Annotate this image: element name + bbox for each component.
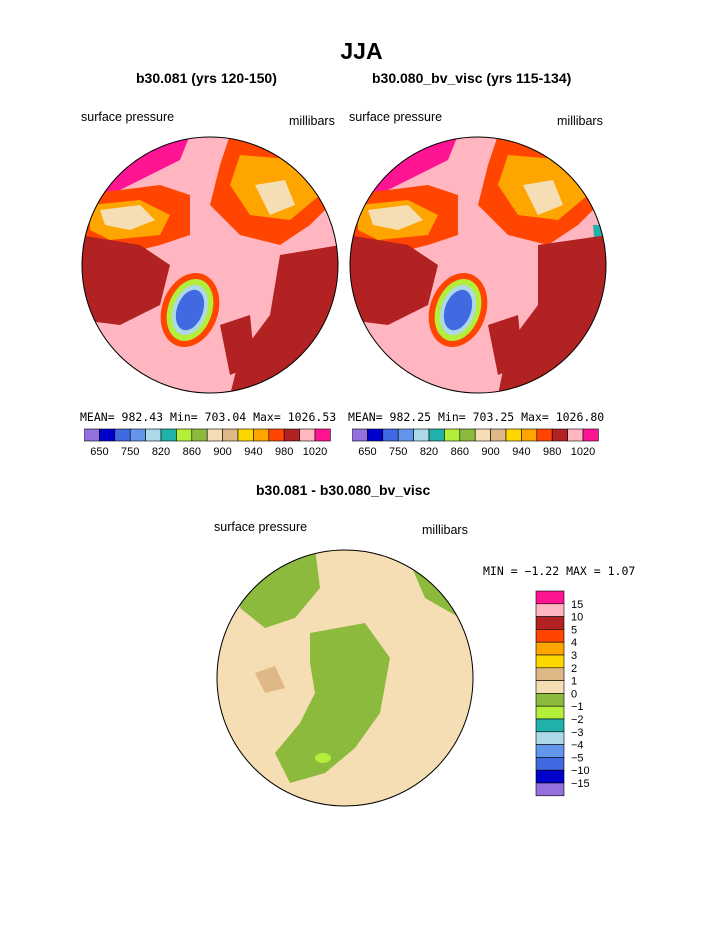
diff-units-label: millibars	[422, 523, 468, 537]
panel-1-units-label: millibars	[289, 114, 335, 128]
colorbar-tick-label: 860	[183, 446, 201, 458]
panel-2-colorbar: 650 750 820 860 900 940 980 1020	[352, 428, 599, 458]
colorbar-tick-label: 820	[152, 446, 170, 458]
colorbar-tick-label: 5	[571, 624, 577, 636]
colorbar-tick-label: −1	[571, 701, 584, 713]
colorbar-tick-label: −5	[571, 752, 584, 764]
colorbar-swatch	[536, 428, 553, 442]
colorbar-tick-label: 900	[213, 446, 231, 458]
colorbar-swatch	[535, 693, 565, 707]
colorbar-swatch	[84, 428, 100, 442]
colorbar-swatch	[490, 428, 507, 442]
colorbar-swatch	[444, 428, 461, 442]
colorbar-swatch	[367, 428, 384, 442]
colorbar-swatch	[206, 428, 223, 442]
colorbar-swatch	[535, 757, 565, 771]
colorbar-tick-label: 980	[543, 446, 561, 458]
colorbar-swatch	[129, 428, 146, 442]
panel-2-units-label: millibars	[557, 114, 603, 128]
colorbar-swatch	[397, 428, 414, 442]
colorbar-swatch	[521, 428, 538, 442]
colorbar-tick-label: −10	[571, 765, 590, 777]
colorbar-tick-label: −4	[571, 740, 584, 752]
colorbar-tick-label: 750	[121, 446, 139, 458]
colorbar-swatch	[535, 603, 565, 617]
diff-polar-map	[216, 549, 474, 807]
colorbar-swatch	[428, 428, 445, 442]
colorbar-swatch	[459, 428, 476, 442]
colorbar-swatch	[299, 428, 316, 442]
colorbar-swatch	[268, 428, 285, 442]
colorbar-tick-label: 940	[244, 446, 262, 458]
colorbar-swatch	[114, 428, 131, 442]
colorbar-swatch	[505, 428, 522, 442]
colorbar-swatch	[535, 590, 565, 605]
panel-2-stats: MEAN= 982.25 Min= 703.25 Max= 1026.80	[348, 410, 605, 424]
colorbar-swatch	[145, 428, 162, 442]
colorbar-swatch	[535, 718, 565, 733]
colorbar-tick-label: 0	[571, 688, 577, 700]
colorbar-swatch	[535, 769, 565, 784]
colorbar-tick-label: −3	[571, 727, 584, 739]
colorbar-tick-label: 980	[275, 446, 293, 458]
colorbar-swatch	[535, 654, 565, 669]
colorbar-tick-label: 3	[571, 650, 577, 662]
colorbar-swatch	[176, 428, 193, 442]
colorbar-swatch	[551, 428, 568, 442]
colorbar-swatch	[535, 731, 565, 745]
colorbar-tick-label: 860	[451, 446, 469, 458]
colorbar-tick-label: 820	[420, 446, 438, 458]
colorbar-tick-label: 15	[571, 599, 583, 611]
panel-2-title: b30.080_bv_visc (yrs 115-134)	[372, 70, 572, 86]
colorbar-tick-label: 650	[90, 446, 108, 458]
colorbar-tick-label: 1020	[303, 446, 327, 458]
colorbar-swatch	[160, 428, 177, 442]
colorbar-swatch	[352, 428, 368, 442]
colorbar-tick-label: 900	[481, 446, 499, 458]
colorbar-tick-label: −2	[571, 714, 584, 726]
diff-minmax: MIN = −1.22 MAX = 1.07	[483, 564, 636, 578]
colorbar-swatch	[535, 782, 565, 797]
colorbar-swatch	[535, 667, 565, 681]
colorbar-tick-label: 650	[358, 446, 376, 458]
page-title: JJA	[340, 38, 383, 64]
colorbar-swatch	[222, 428, 239, 442]
colorbar-swatch	[283, 428, 300, 442]
colorbar-tick-label: 10	[571, 612, 583, 624]
colorbar-swatch	[567, 428, 584, 442]
colorbar-tick-label: 1	[571, 676, 577, 688]
colorbar-swatch	[382, 428, 399, 442]
colorbar-tick-label: 750	[389, 446, 407, 458]
panel-1-colorbar: 650 750 820 860 900 940 980 1020	[84, 428, 331, 458]
colorbar-swatch	[535, 705, 565, 720]
colorbar-swatch	[253, 428, 270, 442]
colorbar-tick-label: 1020	[571, 446, 595, 458]
panel-1-polar-map	[81, 136, 339, 394]
colorbar-swatch	[99, 428, 116, 442]
colorbar-tick-label: −15	[571, 778, 590, 790]
colorbar-tick-label: 4	[571, 637, 577, 649]
panel-2-variable-label: surface pressure	[349, 110, 443, 124]
colorbar-swatch	[474, 428, 491, 442]
panel-1-title: b30.081 (yrs 120-150)	[136, 70, 277, 86]
colorbar-swatch	[582, 428, 599, 442]
colorbar-tick-label: 940	[512, 446, 530, 458]
diff-variable-label: surface pressure	[214, 520, 308, 534]
colorbar-swatch	[535, 616, 565, 630]
panel-1-variable-label: surface pressure	[81, 110, 175, 124]
colorbar-swatch	[535, 629, 565, 643]
diff-panel-title: b30.081 - b30.080_bv_visc	[256, 482, 431, 498]
colorbar-swatch	[535, 680, 565, 694]
colorbar-swatch	[535, 641, 565, 656]
colorbar-swatch	[413, 428, 430, 442]
colorbar-swatch	[314, 428, 331, 442]
colorbar-swatch	[191, 428, 208, 442]
panel-1-stats: MEAN= 982.43 Min= 703.04 Max= 1026.53	[80, 410, 337, 424]
colorbar-tick-label: 2	[571, 663, 577, 675]
colorbar-swatch	[535, 744, 565, 758]
panel-2-polar-map	[349, 136, 607, 394]
colorbar-swatch	[237, 428, 254, 442]
